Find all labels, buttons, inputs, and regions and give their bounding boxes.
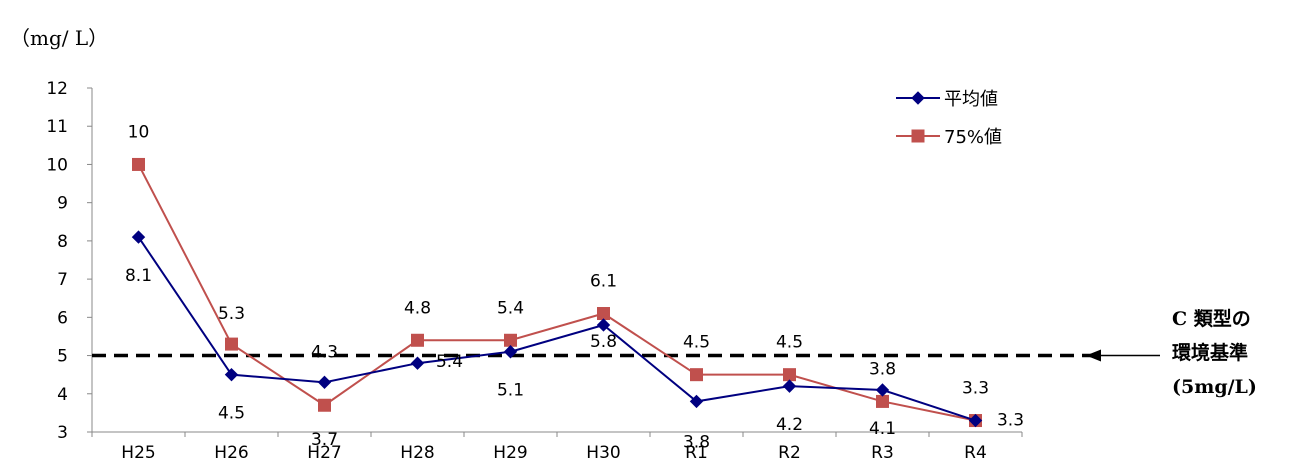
standard-label-line2: 環境基準 xyxy=(1172,342,1249,364)
diamond-marker xyxy=(689,394,704,409)
data-label: 8.1 xyxy=(125,266,152,286)
x-tick-label: H25 xyxy=(121,443,155,463)
data-label: 4.2 xyxy=(776,415,803,435)
data-label: 5.3 xyxy=(218,304,245,324)
data-label: 4.5 xyxy=(218,404,245,424)
square-marker xyxy=(504,333,517,347)
data-label: 5.4 xyxy=(497,298,524,318)
legend-label: 75%値 xyxy=(944,127,1002,148)
y-tick-label: 9 xyxy=(57,194,68,214)
diamond-marker xyxy=(968,413,983,428)
x-tick-label: H27 xyxy=(307,443,341,463)
reference-arrow-head xyxy=(1086,349,1101,362)
data-label: 4.3 xyxy=(311,342,338,362)
y-tick-label: 8 xyxy=(57,232,68,252)
square-marker xyxy=(411,333,424,347)
diamond-marker xyxy=(410,356,425,370)
data-label: 3.3 xyxy=(962,379,989,399)
y-tick-label: 7 xyxy=(57,270,68,290)
data-label: 3.8 xyxy=(869,359,896,379)
square-marker xyxy=(597,307,610,321)
series-line xyxy=(137,236,976,422)
square-marker xyxy=(911,129,925,143)
data-label: 4.1 xyxy=(869,419,896,439)
x-tick-label: H26 xyxy=(214,443,248,463)
diamond-marker xyxy=(317,375,332,390)
square-marker xyxy=(225,337,238,351)
diamond-marker xyxy=(131,230,146,244)
diamond-marker xyxy=(224,367,239,382)
y-tick-label: 4 xyxy=(57,385,68,405)
square-marker xyxy=(783,368,796,382)
data-labels-group: 8.1 4.5 4.3 5.4 5.1 5.8 3.8 4.2 4.1 3.3 10 5.3 3.7 4.… xyxy=(125,122,1024,452)
data-label: 5.1 xyxy=(497,381,524,401)
series-group xyxy=(131,157,983,428)
x-tick-label: H28 xyxy=(400,443,434,463)
x-tick-label: R1 xyxy=(685,443,708,463)
data-label: 4.5 xyxy=(776,333,803,353)
diamond-marker xyxy=(782,379,797,393)
legend-label: 平均値 xyxy=(944,89,998,110)
square-marker xyxy=(132,157,145,171)
x-tick-label: H29 xyxy=(493,443,527,463)
y-tick-label: 10 xyxy=(46,155,68,175)
square-marker xyxy=(690,368,703,382)
data-label: 10 xyxy=(128,122,150,142)
y-tick-label: 3 xyxy=(57,423,68,443)
legend: 平均値 75%値 xyxy=(896,89,1002,148)
square-marker xyxy=(318,398,331,412)
data-label: 5.8 xyxy=(590,332,617,352)
diamond-marker xyxy=(503,345,518,359)
diamond-marker xyxy=(875,383,890,397)
standard-label-line3: (5mg/L) xyxy=(1172,376,1257,398)
y-tick-label: 11 xyxy=(46,117,68,137)
standard-label: C 類型の 環境基準 (5mg/L) xyxy=(1172,302,1292,404)
y-tick-label: 12 xyxy=(46,79,68,99)
diamond-marker xyxy=(911,91,925,105)
data-label: 3.8 xyxy=(683,432,710,452)
y-tick-label: 5 xyxy=(57,347,68,367)
series-line xyxy=(137,163,976,422)
data-label: 4.5 xyxy=(683,333,710,353)
data-label: 4.8 xyxy=(404,298,431,318)
y-tick-label: 6 xyxy=(57,308,68,328)
data-label: 3.3 xyxy=(997,411,1024,431)
data-label: 6.1 xyxy=(590,272,617,292)
diamond-marker xyxy=(596,318,611,332)
data-label: 3.7 xyxy=(311,430,338,450)
standard-label-line1: C 類型の xyxy=(1172,308,1251,330)
x-tick-label: R2 xyxy=(778,443,801,463)
square-marker xyxy=(876,394,889,408)
x-tick-label: H30 xyxy=(586,443,620,463)
unit-label: （mg/ L） xyxy=(10,26,109,50)
data-label: 5.4 xyxy=(436,352,463,372)
chart-axes: 3 4 5 6 7 8 9 10 11 12 H25 H26 H27 H28 H29 H30 R1 R2 R3 R4 xyxy=(46,79,1023,463)
x-tick-label: R4 xyxy=(964,443,987,463)
x-tick-label: R3 xyxy=(871,443,894,463)
reference-line-group xyxy=(92,349,1160,362)
